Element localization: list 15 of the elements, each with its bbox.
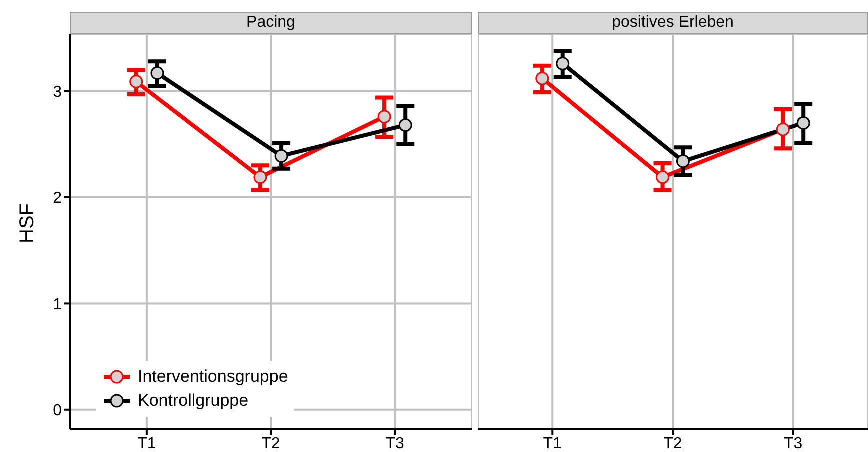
y-tick-label: 0 <box>53 402 62 420</box>
x-tick-label: T2 <box>664 435 682 452</box>
y-tick-label: 2 <box>53 190 62 208</box>
x-tick-label: T3 <box>784 435 803 452</box>
y-tick-label: 1 <box>53 296 62 314</box>
x-tick-label: T2 <box>262 435 280 452</box>
legend-label: Kontrollgruppe <box>138 390 249 412</box>
x-tick-label: T3 <box>386 435 405 452</box>
x-tick-label: T1 <box>543 435 562 452</box>
y-tick-label: 3 <box>53 84 62 102</box>
x-tick-label: T1 <box>138 435 156 452</box>
y-axis-title: HSF <box>16 204 40 244</box>
chart-title: positives Erleben <box>478 12 868 34</box>
chart-title: Pacing <box>70 12 472 34</box>
legend-label: Interventionsgruppe <box>138 366 288 388</box>
